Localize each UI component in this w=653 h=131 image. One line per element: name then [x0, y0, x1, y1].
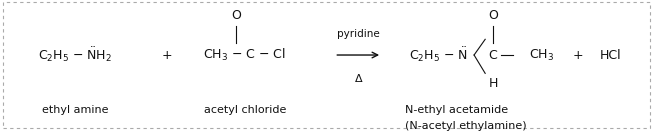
Text: O: O: [231, 9, 242, 22]
Text: C$_2$H$_5$ $-$ $\ddot{\rm N}$: C$_2$H$_5$ $-$ $\ddot{\rm N}$: [409, 46, 468, 64]
Text: ethyl amine: ethyl amine: [42, 105, 108, 115]
Text: acetyl chloride: acetyl chloride: [204, 105, 286, 115]
Text: H: H: [488, 77, 498, 90]
Text: pyridine: pyridine: [337, 29, 380, 39]
Text: (N-acetyl ethylamine): (N-acetyl ethylamine): [405, 121, 526, 131]
Text: C: C: [488, 48, 498, 62]
Text: +: +: [573, 48, 583, 62]
Text: CH$_3$ $-$ C $-$ Cl: CH$_3$ $-$ C $-$ Cl: [204, 47, 286, 63]
Text: O: O: [488, 9, 498, 22]
Text: C$_2$H$_5$ $-$ $\ddot{\rm N}$H$_2$: C$_2$H$_5$ $-$ $\ddot{\rm N}$H$_2$: [38, 46, 112, 64]
Text: Δ: Δ: [355, 74, 362, 84]
Text: CH$_3$: CH$_3$: [529, 47, 554, 63]
Text: HCl: HCl: [599, 48, 622, 62]
Text: N-ethyl acetamide: N-ethyl acetamide: [405, 105, 508, 115]
Text: +: +: [161, 48, 172, 62]
